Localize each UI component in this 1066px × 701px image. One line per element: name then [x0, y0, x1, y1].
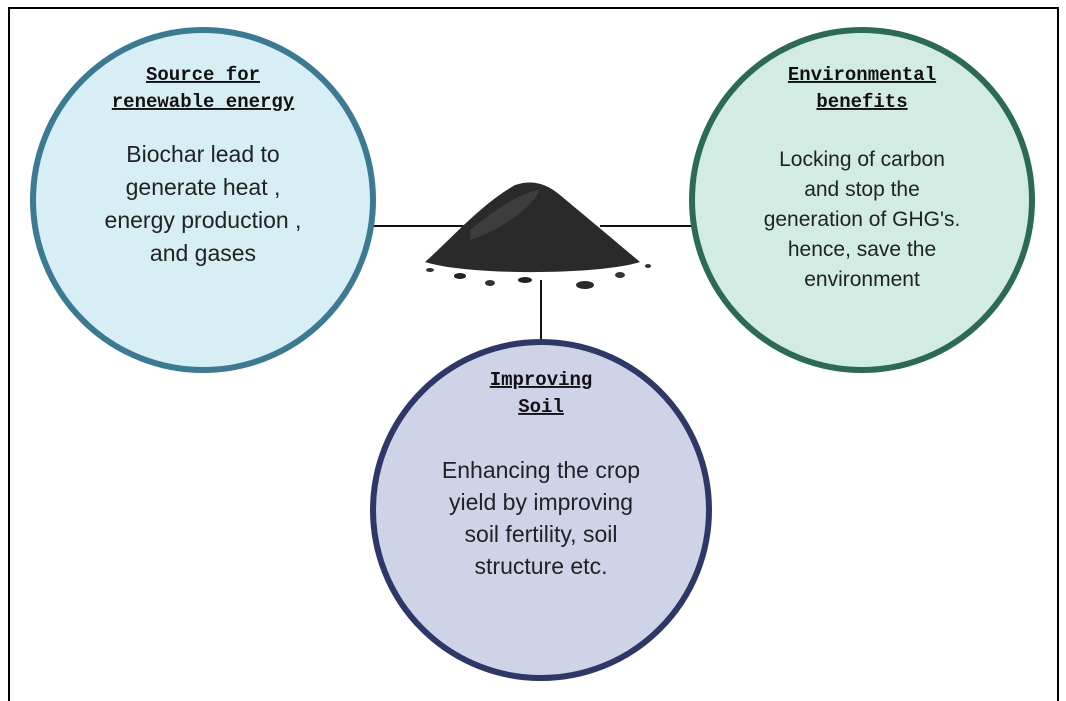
- node-text: generate heat ,: [126, 174, 281, 200]
- node-text: generation of GHG's.: [764, 208, 961, 231]
- node-text: Biochar lead to: [126, 141, 279, 167]
- node-title: renewable energy: [112, 91, 295, 113]
- node-text: structure etc.: [475, 553, 608, 579]
- node-title: Improving: [490, 369, 593, 391]
- node-text: Enhancing the crop: [442, 457, 640, 483]
- node-text: yield by improving: [449, 489, 633, 515]
- node-text: soil fertility, soil: [465, 521, 618, 547]
- node-text: Locking of carbon: [779, 148, 945, 171]
- biochar-pile: [425, 182, 651, 289]
- node-text: and stop the: [804, 178, 920, 201]
- node-text: hence, save the: [788, 238, 936, 261]
- node-text: and gases: [150, 240, 256, 266]
- diagram: Source for renewable energy Biochar lead t…: [0, 0, 1066, 701]
- node-title: Environmental: [788, 64, 936, 86]
- node-title: benefits: [816, 91, 907, 113]
- node-title: Source for: [146, 64, 260, 86]
- node-text: environment: [804, 268, 920, 291]
- node-text: energy production ,: [105, 207, 302, 233]
- node-title: Soil: [518, 396, 564, 418]
